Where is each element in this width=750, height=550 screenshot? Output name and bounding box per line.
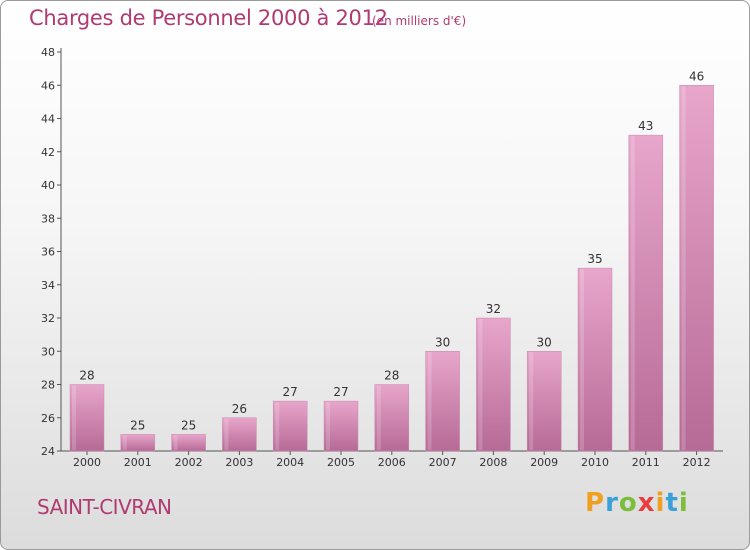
- x-tick-label: 2005: [327, 456, 355, 469]
- bar-highlight: [478, 319, 483, 450]
- bar-highlight: [630, 136, 635, 450]
- y-tick-label: 34: [41, 279, 55, 292]
- bar-highlight: [224, 418, 229, 450]
- x-tick-label: 2007: [429, 456, 457, 469]
- y-tick-label: 28: [41, 379, 55, 392]
- bar-2009: [526, 351, 562, 452]
- bar-2004: [272, 400, 308, 452]
- y-tick-label: 24: [41, 445, 55, 458]
- town-name: SAINT-CIVRAN: [37, 495, 172, 519]
- data-label: 28: [79, 369, 94, 383]
- bar-highlight: [580, 269, 584, 450]
- bar-2010: [577, 267, 613, 452]
- data-label: 27: [283, 385, 298, 399]
- bar-highlight: [173, 435, 178, 450]
- data-label: 25: [181, 418, 196, 432]
- x-tick-label: 2008: [479, 456, 507, 469]
- data-label: 35: [587, 252, 602, 266]
- y-tick-label: 38: [41, 212, 55, 225]
- data-label: 26: [232, 402, 247, 416]
- bar-2005: [323, 400, 359, 452]
- data-label: 25: [130, 418, 145, 432]
- y-tick-label: 42: [41, 146, 55, 159]
- y-tick-label: 26: [41, 412, 55, 425]
- y-tick-label: 32: [41, 312, 55, 325]
- bar-highlight: [427, 352, 432, 450]
- chart-subtitle: (en milliers d'€): [372, 14, 467, 28]
- bar-highlight: [275, 402, 280, 450]
- bar-2012: [679, 85, 714, 452]
- data-label: 46: [689, 69, 704, 83]
- x-tick-label: 2001: [124, 456, 152, 469]
- data-label: 30: [537, 335, 552, 349]
- x-tick-label: 2003: [225, 456, 253, 469]
- bar-highlight: [72, 385, 76, 450]
- data-label: 30: [435, 335, 450, 349]
- x-tick-label: 2004: [276, 456, 304, 469]
- x-tick-label: 2012: [683, 456, 711, 469]
- x-tick-label: 2000: [73, 456, 101, 469]
- y-tick-label: 48: [41, 46, 55, 59]
- bar-2006: [374, 384, 410, 452]
- bar-2011: [628, 134, 664, 452]
- x-tick-label: 2011: [632, 456, 660, 469]
- data-label: 27: [333, 385, 348, 399]
- bar-highlight: [681, 86, 686, 450]
- y-tick-label: 46: [41, 79, 55, 92]
- data-label: 28: [384, 369, 399, 383]
- bar-highlight: [122, 435, 127, 450]
- bar-highlight: [376, 385, 381, 450]
- bar-highlight: [326, 402, 330, 450]
- y-tick-label: 30: [41, 345, 55, 358]
- bar-2002: [171, 434, 206, 452]
- chart-title: Charges de Personnel 2000 à 2012: [29, 6, 388, 30]
- bar-2003: [222, 417, 257, 452]
- proxiti-logo[interactable]: Proxiti: [585, 488, 689, 518]
- y-tick-label: 36: [41, 246, 55, 259]
- y-tick-label: 40: [41, 179, 55, 192]
- x-tick-label: 2010: [581, 456, 609, 469]
- data-label: 43: [638, 119, 653, 133]
- x-tick-label: 2006: [378, 456, 406, 469]
- bar-highlight: [529, 352, 534, 450]
- data-label: 32: [486, 302, 501, 316]
- x-tick-label: 2002: [175, 456, 203, 469]
- bar-2007: [425, 351, 460, 452]
- bar-2008: [476, 317, 511, 452]
- y-tick-label: 44: [41, 113, 55, 126]
- bar-2000: [69, 384, 105, 452]
- bar-2001: [120, 434, 156, 452]
- x-tick-label: 2009: [530, 456, 558, 469]
